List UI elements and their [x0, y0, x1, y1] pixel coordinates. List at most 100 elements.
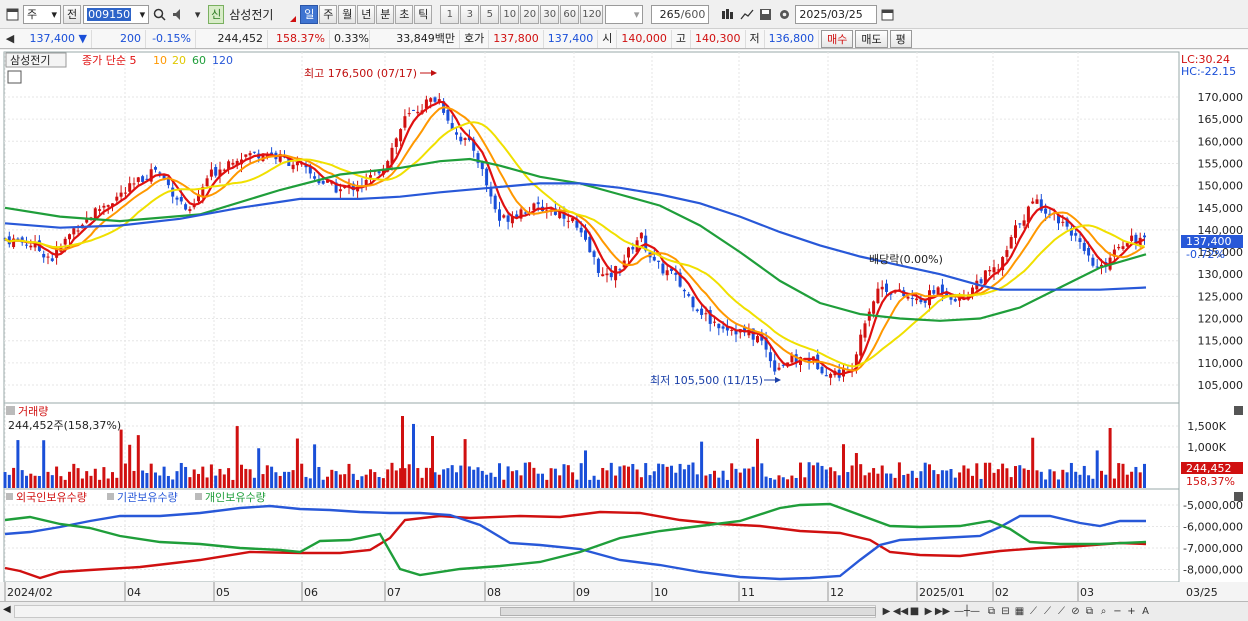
new-listing-badge: 신	[208, 4, 225, 24]
candle-body	[936, 287, 940, 295]
search-icon[interactable]	[151, 5, 168, 24]
layout-icon[interactable]: ⧉	[1085, 605, 1094, 617]
candle-body	[566, 220, 570, 222]
volume-bar	[360, 476, 364, 488]
plus-icon[interactable]: +	[1127, 605, 1136, 617]
volume-bar	[63, 479, 67, 488]
interval-button-5[interactable]: 5	[480, 4, 500, 24]
line-icon[interactable]: ⟋	[1030, 605, 1037, 617]
volume-bar	[291, 470, 295, 488]
close-icon[interactable]	[1234, 492, 1243, 501]
stop-icon[interactable]: ■	[909, 605, 920, 617]
candle-body	[55, 248, 59, 258]
window-icon[interactable]	[4, 5, 21, 24]
play-icon[interactable]: ▶	[882, 605, 891, 617]
eval-button[interactable]: 평	[889, 29, 912, 48]
y-tick-label: -7,000,000	[1183, 542, 1243, 555]
volume-bar	[171, 479, 175, 488]
grid-toggle-icon[interactable]	[7, 70, 22, 84]
volume-bar	[16, 440, 20, 488]
volume-bar	[910, 470, 914, 488]
candle-body	[377, 171, 381, 174]
interval-button-20[interactable]: 20	[520, 4, 540, 24]
candle-body	[790, 355, 794, 363]
candle-body	[764, 337, 768, 350]
layout-icon[interactable]: ⧉	[987, 605, 996, 617]
line-icon[interactable]: ⟋	[1044, 605, 1051, 617]
zoom-slider[interactable]: —┼—	[953, 605, 981, 617]
volume-bar	[708, 474, 712, 488]
candle-body	[652, 256, 656, 261]
interval-button-30[interactable]: 30	[540, 4, 560, 24]
volume-bar	[1014, 466, 1017, 488]
interval-button-3[interactable]: 3	[460, 4, 480, 24]
trend-icon[interactable]: ⟋	[1058, 605, 1065, 617]
volume-bar	[184, 466, 188, 488]
candle-body	[252, 151, 256, 153]
y-tick-label: -8,000,000	[1183, 564, 1243, 577]
interval-button-60[interactable]: 60	[560, 4, 580, 24]
scroll-left-icon[interactable]: ◀	[3, 604, 11, 615]
period-tab-tick[interactable]: 틱	[414, 4, 433, 24]
candle-body	[923, 299, 927, 303]
zoom-icon[interactable]: ⌕	[1100, 605, 1107, 617]
interval-button-10[interactable]: 10	[500, 4, 520, 24]
period-tab-day[interactable]: 일	[300, 4, 319, 24]
arrow-left-icon[interactable]: ◀	[5, 32, 15, 45]
period-tab-week[interactable]: 주	[319, 4, 338, 24]
interval-button-120[interactable]: 120	[580, 4, 604, 24]
trend-icon[interactable]	[738, 5, 755, 24]
fast-forward-icon[interactable]: ▶▶	[934, 605, 951, 617]
chart-svg[interactable]: 삼성전기 종가 단순 5 10 20 60 120 LC:30.24 HC:-2…	[0, 50, 1248, 601]
period-tab-year[interactable]: 년	[357, 4, 376, 24]
volume-bar	[321, 479, 325, 488]
candle-body	[704, 313, 708, 315]
high-label: 고	[672, 29, 691, 48]
gear-icon[interactable]	[776, 5, 793, 24]
save-icon[interactable]	[757, 5, 774, 24]
candle-body	[872, 301, 876, 314]
forward-icon[interactable]: ▶	[924, 605, 933, 617]
interval-input[interactable]: ▾	[605, 4, 644, 24]
calendar-icon[interactable]	[879, 5, 896, 24]
text-icon[interactable]: A	[1142, 605, 1149, 617]
volume-bar	[179, 462, 183, 488]
candle-body	[575, 220, 579, 228]
candle-body	[992, 267, 996, 273]
chevron-down-icon[interactable]: ▾	[194, 7, 201, 21]
date-input[interactable]: 2025/03/25	[795, 4, 878, 24]
candle-body	[579, 227, 583, 233]
period-tab-month[interactable]: 월	[338, 4, 357, 24]
volume-bar	[1130, 471, 1134, 488]
chart-area[interactable]: 삼성전기 종가 단순 5 10 20 60 120 LC:30.24 HC:-2…	[0, 50, 1248, 601]
minus-icon[interactable]: −	[1113, 605, 1122, 617]
speaker-icon[interactable]	[170, 5, 187, 24]
volume-bar	[777, 475, 781, 488]
volume-bar	[50, 475, 54, 488]
rewind-icon[interactable]: ◀◀	[892, 605, 909, 617]
market-select[interactable]: 주 ▾	[23, 4, 61, 24]
count-input[interactable]: 265/600	[651, 4, 710, 24]
sell-button[interactable]: 매도	[855, 29, 888, 48]
tool-icon[interactable]	[719, 5, 736, 24]
volume-bar	[536, 473, 540, 488]
candle-body	[661, 263, 665, 274]
code-input[interactable]: 009150 ▾	[83, 4, 150, 24]
volume-tag	[1181, 462, 1243, 474]
scrollbar-thumb[interactable]	[500, 607, 876, 616]
candle-body	[773, 360, 777, 372]
candle-body	[132, 183, 136, 185]
shape-icon[interactable]: ⊘	[1071, 605, 1080, 617]
grid-icon[interactable]: ▦	[1014, 605, 1025, 617]
period-tab-second[interactable]: 초	[395, 4, 414, 24]
volume-bar	[106, 478, 110, 488]
close-icon[interactable]	[1234, 406, 1243, 415]
x-axis-end-label: 03/25	[1186, 586, 1218, 599]
period-tab-minute[interactable]: 분	[376, 4, 395, 24]
buy-button[interactable]: 매수	[821, 29, 854, 48]
layout-icon[interactable]: ⊟	[1001, 605, 1010, 617]
interval-button-1[interactable]: 1	[440, 4, 460, 24]
chart-scrollbar[interactable]	[14, 605, 876, 618]
prev-button[interactable]: 전	[63, 4, 82, 24]
volume-bar	[42, 440, 46, 488]
